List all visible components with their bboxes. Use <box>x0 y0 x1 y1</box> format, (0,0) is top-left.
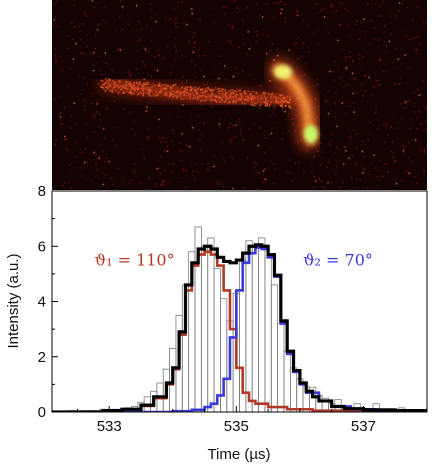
annotation-theta1: ϑ₁ = 110° <box>95 251 175 270</box>
detector-image <box>52 0 427 190</box>
annotations: ϑ₁ = 110° ϑ₂ = 70° <box>95 251 373 270</box>
x-tick-label: 533 <box>97 418 122 435</box>
series-group <box>52 243 427 412</box>
plot-area: 533 535 537 0 2 4 6 8 <box>38 183 428 435</box>
annotation-theta2: ϑ₂ = 70° <box>303 251 373 270</box>
detector-track-horizontal-core <box>104 81 291 104</box>
series-total-line <box>52 243 427 412</box>
y-tick-label: 0 <box>38 404 46 421</box>
y-tick-label: 4 <box>38 294 46 311</box>
y-axis-title: Intensity (a.u.) <box>5 253 22 348</box>
y-tick-label: 8 <box>38 183 46 200</box>
detector-hotspot-upper <box>274 65 292 79</box>
y-tick-label: 2 <box>38 349 46 366</box>
x-tick-label: 537 <box>351 418 376 435</box>
y-tick-label: 6 <box>38 238 46 255</box>
x-tick-label: 535 <box>224 418 249 435</box>
x-axis-title: Time (µs) <box>207 446 270 463</box>
detector-hotspot-lower <box>304 125 318 143</box>
